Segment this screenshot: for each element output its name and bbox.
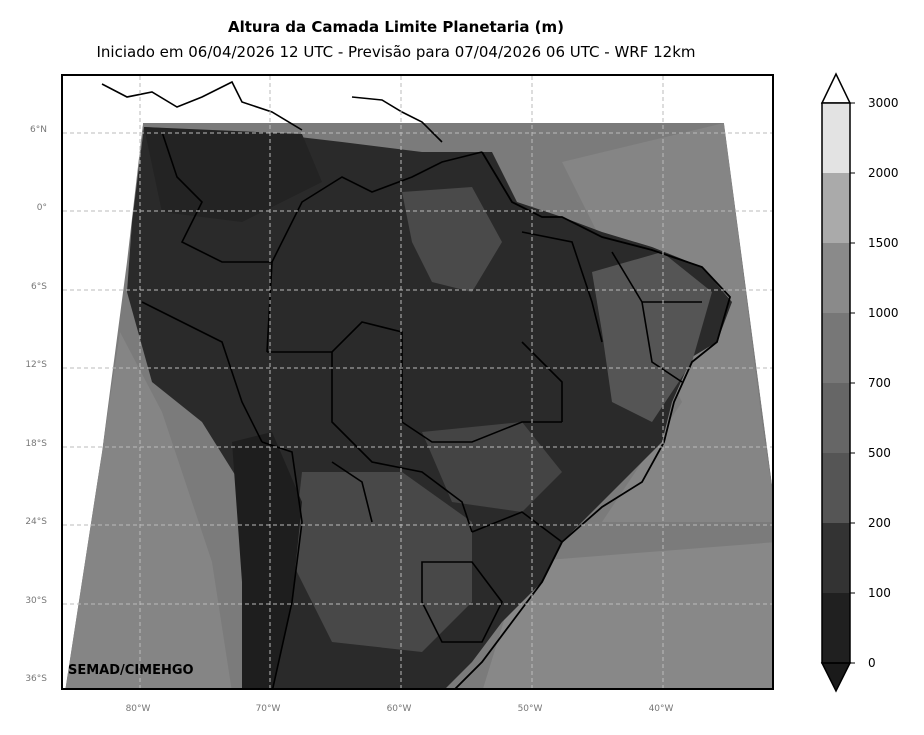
lon-label-60w: 60°W (386, 704, 412, 714)
map-canvas (63, 76, 772, 688)
patch-amazon-east (402, 187, 502, 292)
colorbar-bin-4 (822, 383, 850, 453)
chart-title: Altura da Camada Limite Planetaria (m) (227, 18, 565, 36)
colorbar-bin-3 (822, 453, 850, 523)
patch-northeast (592, 252, 712, 422)
colorbar-ticks (850, 102, 855, 664)
lat-label-30s: 30°S (25, 596, 47, 606)
lat-label-24s: 24°S (25, 517, 47, 527)
lat-label-0: 0° (36, 203, 47, 213)
patch-northwest (144, 127, 322, 222)
colorbar-tick-3000: 3000 (868, 96, 899, 110)
gridlines (63, 76, 772, 688)
ocean-pacific (65, 332, 232, 688)
lat-label-6n: 6°N (30, 125, 47, 135)
country-borders (141, 131, 702, 688)
colorbar-bin-1 (822, 593, 850, 663)
colorbar-bin-6 (822, 243, 850, 313)
map-panel (61, 74, 774, 690)
outside-domain-north (63, 76, 772, 688)
patch-central (422, 422, 562, 512)
colorbar-tick-2000: 2000 (868, 166, 899, 180)
colorbar-bin-2 (822, 523, 850, 593)
colorbar-tick-700: 700 (868, 376, 891, 390)
colorbar (820, 72, 855, 693)
colorbar-bin-5 (822, 313, 850, 383)
patch-south (292, 472, 472, 652)
colorbar-tick-100: 100 (868, 586, 891, 600)
colorbar-tick-200: 200 (868, 516, 891, 530)
lon-label-50w: 50°W (517, 704, 543, 714)
lat-label-6s: 6°S (31, 282, 47, 292)
outside-domain-east (724, 123, 772, 485)
colorbar-tick-1500: 1500 (868, 236, 899, 250)
credit-label: SEMAD/CIMEHGO (68, 663, 194, 678)
colorbar-tick-1000: 1000 (868, 306, 899, 320)
patch-andes-darkest (232, 432, 302, 688)
colorbar-bin-7 (822, 173, 850, 243)
colorbar-tick-0: 0 (868, 656, 876, 670)
colorbar-bin-8 (822, 103, 850, 173)
colorbar-over-arrow (820, 72, 852, 104)
lat-label-18s: 18°S (25, 439, 47, 449)
lon-label-40w: 40°W (648, 704, 674, 714)
lat-label-12s: 12°S (25, 360, 47, 370)
coastline-caribbean (101, 80, 443, 143)
lon-label-80w: 80°W (125, 704, 151, 714)
chart-subtitle: Iniciado em 06/04/2026 12 UTC - Previsão… (96, 43, 696, 61)
lon-label-70w: 70°W (255, 704, 281, 714)
colorbar-tick-500: 500 (868, 446, 891, 460)
ocean-south (483, 542, 772, 688)
coastline-atlantic (454, 151, 732, 688)
lat-label-36s: 36°S (25, 674, 47, 684)
colorbar-under-arrow (820, 662, 852, 693)
